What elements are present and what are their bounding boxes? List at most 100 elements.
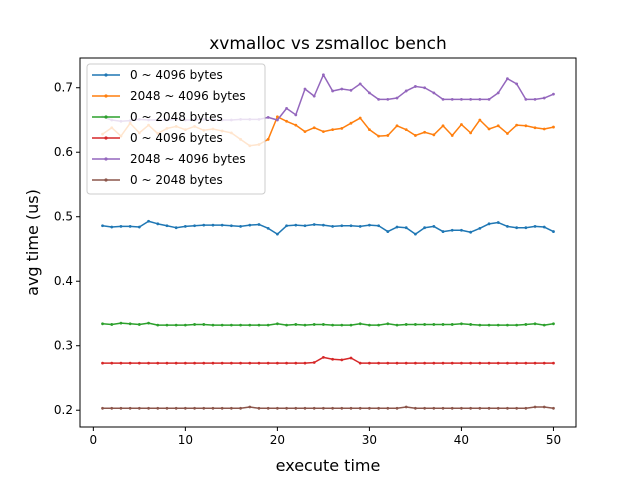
- data-point: [542, 96, 546, 100]
- data-point: [193, 323, 196, 326]
- data-point: [542, 127, 546, 131]
- data-point: [193, 224, 196, 228]
- data-point: [386, 322, 390, 326]
- plot-area-frame: [79, 57, 577, 428]
- data-point: [275, 118, 279, 122]
- data-point: [220, 406, 224, 410]
- data-point: [432, 323, 436, 326]
- data-point: [285, 106, 288, 110]
- x-tick-label: 20: [270, 433, 285, 447]
- data-point: [257, 406, 261, 410]
- series-line-6: [102, 406, 554, 410]
- data-point: [506, 406, 509, 410]
- data-point: [340, 126, 344, 130]
- data-point: [506, 77, 509, 81]
- data-point: [331, 89, 334, 93]
- data-point: [229, 361, 233, 365]
- data-point: [239, 406, 242, 410]
- data-point: [450, 361, 454, 365]
- data-point: [404, 323, 408, 326]
- data-point: [229, 224, 233, 228]
- data-point: [386, 230, 390, 233]
- data-point: [460, 322, 463, 326]
- data-point: [395, 361, 399, 365]
- data-point: [386, 406, 390, 410]
- data-point: [414, 232, 417, 236]
- data-point: [515, 123, 519, 127]
- data-point: [506, 132, 509, 135]
- data-point: [368, 128, 371, 132]
- data-point: [285, 361, 288, 365]
- data-point: [275, 406, 279, 410]
- data-point: [331, 357, 334, 361]
- data-point: [147, 321, 150, 325]
- data-point: [119, 361, 123, 365]
- data-point: [349, 406, 353, 410]
- data-point: [533, 361, 537, 365]
- data-point: [414, 406, 417, 410]
- data-point: [239, 323, 242, 327]
- data-point: [441, 323, 445, 326]
- data-point: [487, 406, 491, 410]
- data-point: [239, 225, 242, 228]
- data-point: [340, 323, 344, 327]
- data-point: [432, 361, 436, 365]
- legend-marker: [104, 94, 108, 98]
- data-point: [137, 225, 141, 229]
- data-point: [202, 361, 206, 365]
- data-point: [257, 361, 261, 365]
- data-point: [211, 361, 215, 365]
- data-point: [349, 224, 353, 228]
- data-point: [110, 323, 114, 326]
- data-point: [414, 323, 417, 326]
- data-point: [128, 361, 132, 365]
- legend-marker: [104, 73, 108, 77]
- legend: 0 ~ 4096 bytes 2048 ~ 4096 bytes 0 ~ 2048 …: [86, 63, 266, 195]
- legend-item: 0 ~ 4096 bytes: [92, 131, 223, 145]
- data-point: [423, 406, 427, 410]
- data-point: [395, 406, 399, 410]
- data-point: [312, 406, 316, 410]
- data-point: [303, 406, 307, 410]
- data-point: [275, 115, 279, 119]
- data-point: [156, 323, 160, 327]
- legend-label: 2048 ~ 4096 bytes: [130, 89, 246, 103]
- data-point: [340, 406, 344, 410]
- data-point: [404, 226, 408, 230]
- data-point: [469, 131, 473, 135]
- legend-item: 2048 ~ 4096 bytes: [92, 152, 246, 166]
- series-line-3: [102, 322, 554, 326]
- data-point: [524, 406, 528, 410]
- data-point: [137, 323, 141, 326]
- data-point: [266, 226, 270, 230]
- data-point: [294, 361, 298, 365]
- data-point: [487, 222, 491, 226]
- data-point: [506, 323, 509, 327]
- series-line-4: [102, 356, 554, 364]
- data-point: [128, 406, 132, 410]
- data-point: [377, 361, 381, 365]
- data-point: [423, 130, 427, 134]
- data-point: [423, 361, 427, 365]
- data-point: [174, 361, 178, 365]
- data-point: [266, 116, 270, 119]
- data-point: [496, 406, 500, 410]
- chart-title: xvmalloc vs zsmalloc bench: [209, 34, 447, 54]
- series-line-1: [102, 220, 554, 235]
- data-point: [395, 96, 399, 100]
- data-point: [506, 361, 509, 365]
- legend-item: 2048 ~ 4096 bytes: [92, 89, 246, 103]
- data-point: [404, 361, 408, 365]
- data-point: [460, 123, 463, 126]
- data-point: [386, 97, 390, 101]
- data-point: [469, 361, 473, 365]
- data-point: [469, 97, 473, 101]
- data-point: [441, 124, 445, 128]
- series-6: [101, 405, 555, 410]
- data-point: [285, 224, 288, 228]
- data-point: [266, 323, 270, 327]
- data-point: [128, 322, 132, 326]
- data-point: [322, 223, 325, 227]
- data-point: [450, 323, 454, 326]
- data-point: [147, 406, 150, 410]
